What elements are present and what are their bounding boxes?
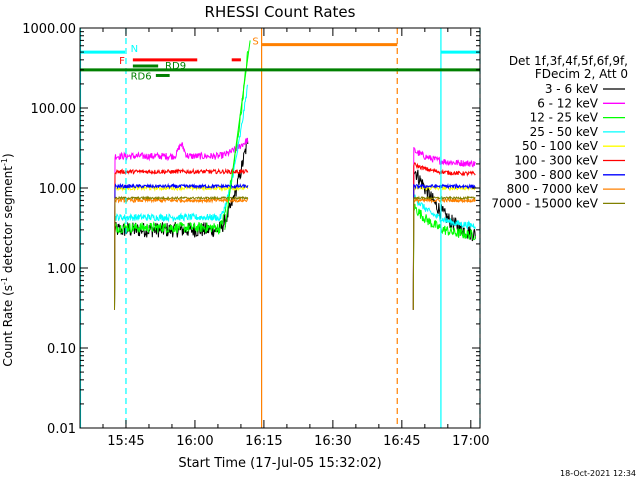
series-line-800-7000keV: [114, 196, 249, 310]
x-tick-label: 16:30: [314, 434, 351, 449]
series-line-6-12keV: [114, 137, 249, 310]
x-tick-label: 15:45: [107, 434, 144, 449]
series-line-7000-15000keV: [114, 195, 249, 310]
flag-label-n: N: [131, 44, 138, 55]
y-axis-label-sup2: -1: [0, 158, 9, 166]
y-tick-label: 1000.00: [22, 22, 76, 37]
legend-label: 300 - 800 keV: [514, 168, 598, 182]
series-line-3-6keV: [412, 169, 476, 310]
legend: Det 1f,3f,4f,5f,6f,9f,FDecim 2, Att 03 -…: [491, 54, 628, 210]
series-line-25-50keV: [114, 84, 249, 310]
legend-label: 7000 - 15000 keV: [491, 196, 598, 210]
legend-label: 50 - 100 keV: [522, 139, 599, 153]
series-line-7000-15000keV: [412, 195, 476, 310]
y-tick-label: 100.00: [31, 102, 77, 117]
flag-label-rd6: RD6: [131, 71, 152, 82]
y-axis-label-part1: Count Rate (s: [1, 285, 15, 367]
series-line-300-800keV: [114, 182, 249, 310]
plot-layer: N S F RD6 RD9 1000.00 100.00 10.00 1.00 0.10 0.01 1…: [22, 22, 489, 449]
series-line-25-50keV: [412, 194, 476, 310]
y-axis-label-part3: ): [1, 153, 15, 158]
legend-label: 6 - 12 keV: [537, 96, 599, 110]
x-axis-label: Start Time (17-Jul-05 15:32:02): [178, 456, 381, 471]
series-line-12-25keV: [412, 203, 476, 310]
legend-label: 800 - 7000 keV: [507, 182, 599, 196]
series-line-6-12keV: [412, 147, 476, 310]
flag-label-f: F: [119, 56, 125, 67]
legend-header-decimation: FDecim 2, Att 0: [535, 67, 628, 81]
y-tick-label: 0.01: [47, 422, 76, 437]
x-tick-label: 16:45: [383, 434, 420, 449]
y-tick-label: 1.00: [47, 262, 76, 277]
y-axis-label: Count Rate (s-1 detector segment-1): [0, 153, 15, 366]
series-line-12-25keV: [114, 51, 249, 310]
plot-frame: [79, 27, 481, 429]
y-tick-label: 10.00: [39, 182, 76, 197]
flag-label-rd9: RD9: [165, 61, 186, 72]
x-tick-label: 16:15: [245, 434, 282, 449]
legend-label: 12 - 25 keV: [530, 111, 599, 125]
chart-title: RHESSI Count Rates: [205, 3, 356, 21]
x-tick-label: 17:00: [452, 434, 489, 449]
legend-label: 3 - 6 keV: [545, 82, 599, 96]
y-tick-label: 0.10: [47, 342, 76, 357]
series-line-50-100keV: [114, 184, 249, 310]
series-line-100-300keV: [412, 161, 476, 310]
series-line-800-7000keV: [412, 197, 476, 310]
series-line-100-300keV: [114, 167, 249, 310]
legend-label: 25 - 50 keV: [530, 125, 599, 139]
legend-label: 100 - 300 keV: [514, 154, 598, 168]
timestamp-footer: 18-Oct-2021 12:34: [560, 469, 636, 478]
flag-label-s: S: [252, 36, 258, 47]
flare-spike-line: [224, 40, 251, 230]
y-axis-label-sup1: -1: [0, 277, 9, 285]
series-line-300-800keV: [412, 182, 476, 310]
x-tick-label: 16:00: [176, 434, 213, 449]
legend-header-detectors: Det 1f,3f,4f,5f,6f,9f,: [509, 54, 628, 68]
y-axis-label-part2: detector segment: [1, 166, 15, 277]
